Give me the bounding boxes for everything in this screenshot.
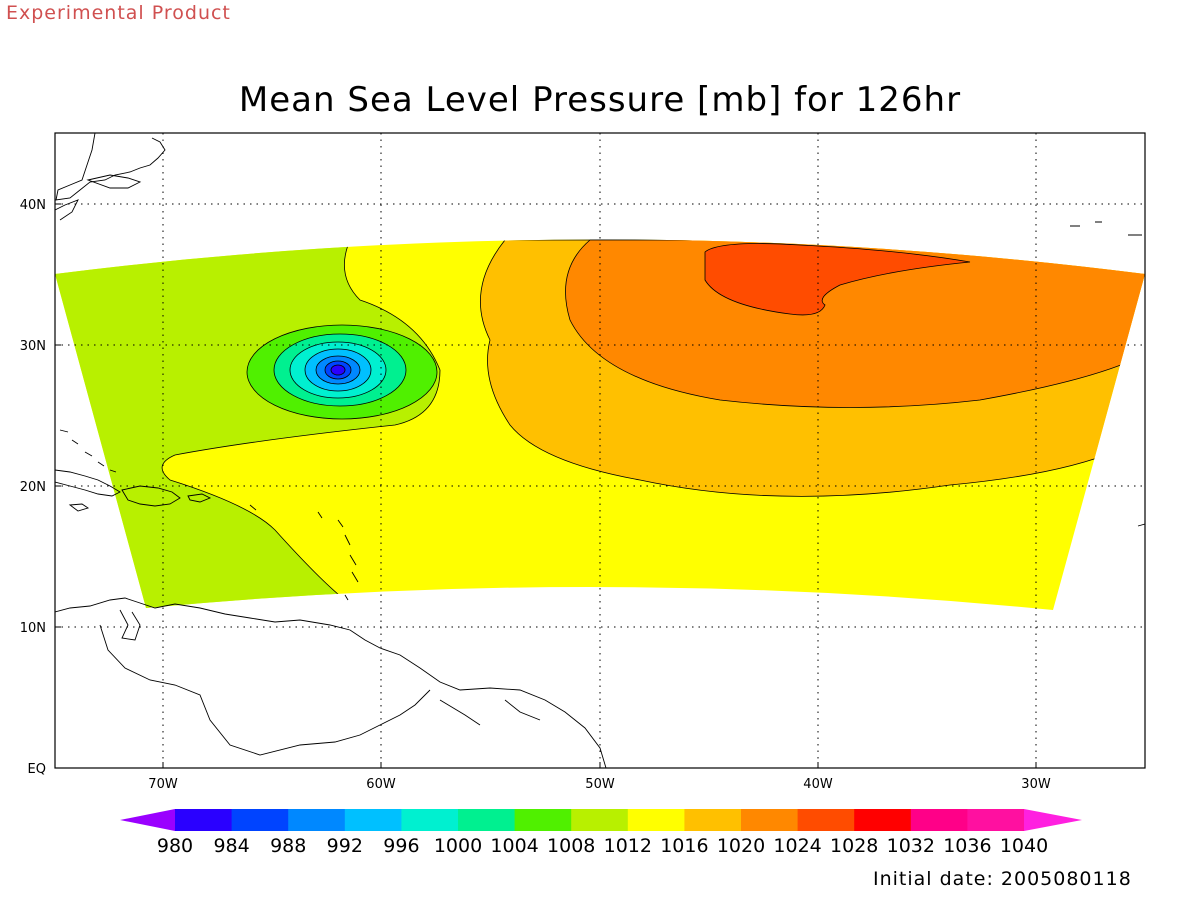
lat-label: EQ — [28, 762, 46, 777]
pressure-field — [55, 239, 1145, 610]
colorbar-label: 988 — [270, 835, 306, 857]
lon-label: 60W — [366, 777, 396, 792]
colorbar-swatch — [684, 809, 742, 831]
cape-verde — [1137, 523, 1145, 527]
colorbar-label: 1024 — [773, 835, 821, 857]
colorbar-label: 1016 — [660, 835, 708, 857]
azores — [1070, 221, 1142, 236]
colorbar-swatch — [797, 809, 855, 831]
lat-label: 30N — [20, 339, 46, 354]
lesser-antilles — [249, 504, 359, 601]
south-america-coast — [55, 597, 607, 768]
nova-scotia — [86, 174, 142, 189]
pressure-colorbar: 980 984 988 992 996 1000 1004 1008 1012 1016 1020 1… — [120, 809, 1082, 857]
colorbar-swatch — [741, 809, 799, 831]
colorbar-swatch — [401, 809, 459, 831]
colorbar-swatch — [231, 809, 289, 831]
colorbar-label: 992 — [327, 835, 363, 857]
colorbar-swatch — [458, 809, 516, 831]
latitude-labels: 40N 30N 20N 10N EQ — [20, 198, 46, 777]
colorbar-swatch — [175, 809, 233, 831]
jamaica — [68, 503, 90, 512]
initial-date-label: Initial date: 2005080118 — [873, 868, 1132, 890]
band-980 — [330, 364, 346, 376]
axis-ticks — [55, 203, 1037, 769]
colorbar-label: 996 — [383, 835, 419, 857]
hispaniola — [121, 485, 181, 507]
colorbar-label: 1040 — [1000, 835, 1048, 857]
colorbar-label: 1000 — [434, 835, 482, 857]
coastlines — [55, 133, 1145, 768]
puerto-rico — [187, 493, 212, 503]
gulf-of-venezuela — [119, 609, 141, 641]
band-1024 — [704, 243, 971, 316]
lat-label: 40N — [20, 198, 46, 213]
colorbar-label: 984 — [213, 835, 249, 857]
colorbar-swatch — [967, 809, 1025, 831]
colorbar-swatch — [627, 809, 685, 831]
cuba — [55, 469, 121, 497]
colorbar-label: 1008 — [547, 835, 595, 857]
colorbar-label: 1004 — [490, 835, 538, 857]
colorbar-swatch — [288, 809, 346, 831]
longitude-labels: 70W 60W 50W 40W 30W — [148, 777, 1051, 792]
guyana-borders — [439, 699, 541, 726]
colorbar-arrow-high — [1024, 809, 1082, 831]
us-east-coast — [55, 199, 79, 221]
lon-label: 70W — [148, 777, 178, 792]
lon-label: 40W — [803, 777, 833, 792]
colorbar-swatch — [344, 809, 402, 831]
colorbar-label: 1028 — [830, 835, 878, 857]
colorbar-arrow-low — [120, 809, 175, 831]
page-title: Mean Sea Level Pressure [mb] for 126hr — [238, 80, 962, 120]
colorbar-swatch — [854, 809, 912, 831]
colorbar-swatch — [910, 809, 968, 831]
colorbar-label: 1012 — [604, 835, 652, 857]
lon-label: 50W — [585, 777, 615, 792]
colorbar-label: 1036 — [943, 835, 991, 857]
south-america-inland — [99, 624, 431, 756]
lon-label: 30W — [1021, 777, 1051, 792]
lat-label: 10N — [20, 621, 46, 636]
lat-label: 20N — [20, 480, 46, 495]
bahamas-islands — [59, 429, 117, 473]
experimental-product-label: Experimental Product — [6, 2, 231, 24]
colorbar-swatch — [571, 809, 629, 831]
colorbar-label: 980 — [157, 835, 193, 857]
colorbar-swatch — [514, 809, 572, 831]
colorbar-label: 1032 — [887, 835, 935, 857]
colorbar-label: 1020 — [717, 835, 765, 857]
north-america-coast — [55, 133, 166, 201]
